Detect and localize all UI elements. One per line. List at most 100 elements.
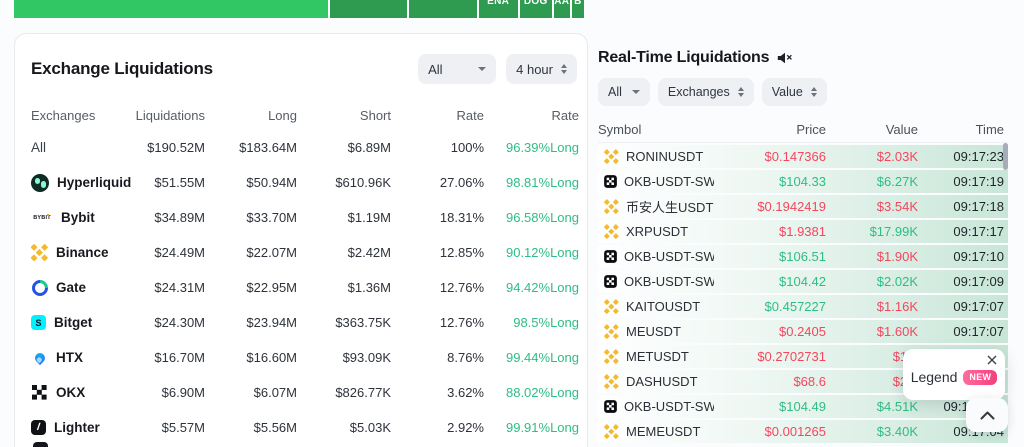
rate-value: 12.76%: [391, 280, 484, 295]
short-value: $2.42M: [297, 245, 391, 260]
gate-icon: [31, 279, 48, 296]
stepper-icon: [561, 64, 567, 74]
htx-icon: [31, 349, 48, 366]
liquidation-row[interactable]: XRPUSDT $1.9381 $17.99K 09:17:17: [598, 220, 1008, 243]
close-icon[interactable]: [986, 354, 998, 366]
liquidation-row[interactable]: OKB-USDT-SWAP $104.33 $6.27K 09:17:19: [598, 170, 1008, 193]
long-rate-value: 98.5%Long: [484, 315, 579, 330]
liquidation-row[interactable]: RONINUSDT $0.147366 $2.03K 09:17:23: [598, 145, 1008, 168]
interval-selector[interactable]: 4 hour: [506, 54, 577, 84]
rate-value: 3.62%: [391, 385, 484, 400]
okx-badge-icon: [604, 400, 617, 413]
sort-icon: [738, 87, 744, 97]
price-value: $0.2405: [714, 324, 826, 339]
time-value: 09:17:17: [918, 224, 1004, 239]
rate-value: 100%: [391, 140, 484, 155]
short-value: $1.36M: [297, 280, 391, 295]
long-value: $22.95M: [205, 280, 297, 295]
heatmap-segment[interactable]: B: [572, 0, 584, 18]
liquidation-row[interactable]: 币安人生USDT $0.1942419 $3.54K 09:17:18: [598, 195, 1008, 218]
time-value: 09:17:19: [918, 174, 1004, 189]
binance-icon: [604, 199, 618, 213]
short-value: $93.09K: [297, 350, 391, 365]
liquidations-value: $51.55M: [135, 175, 205, 190]
price-value: $0.2702731: [714, 349, 826, 364]
liquidations-value: $24.49M: [135, 245, 205, 260]
liquidation-value: $1.60K: [826, 324, 918, 339]
long-value: $16.60M: [205, 350, 297, 365]
scroll-to-top-button[interactable]: [966, 398, 1008, 432]
binance-icon: [31, 244, 48, 261]
new-badge: NEW: [963, 370, 997, 385]
liquidation-row[interactable]: MEUSDT $0.2405 $1.60K 09:17:07: [598, 320, 1008, 343]
long-rate-value: 94.42%Long: [484, 280, 579, 295]
okx-badge-icon: [604, 275, 617, 288]
long-rate-value: 99.44%Long: [484, 350, 579, 365]
symbol-label: OKB-USDT-SWAP: [624, 274, 714, 289]
heatmap-segment[interactable]: [14, 0, 328, 18]
rt-filter-dropdown[interactable]: All: [598, 78, 650, 106]
binance-icon: [604, 349, 618, 363]
heatmap-segment[interactable]: ENA: [479, 0, 518, 18]
legend-label[interactable]: Legend: [911, 369, 958, 385]
liquidation-row[interactable]: KAITOUSDT $0.457227 $1.16K 09:17:07: [598, 295, 1008, 318]
heatmap-segment[interactable]: DOG: [520, 0, 552, 18]
table-row[interactable]: Binance $24.49M $22.07M $2.42M 12.85% 90…: [31, 235, 577, 270]
exchange-liquidations-title: Exchange Liquidations: [31, 59, 213, 79]
short-value: $5.03K: [297, 420, 391, 435]
bitget-icon: [31, 315, 46, 330]
liquidation-value: $2.02K: [826, 274, 918, 289]
rate-value: 2.92%: [391, 420, 484, 435]
muted-speaker-icon[interactable]: [777, 51, 793, 65]
table-row[interactable]: HTX $16.70M $16.60M $93.09K 8.76% 99.44%…: [31, 340, 577, 375]
short-value: $363.75K: [297, 315, 391, 330]
table-row[interactable]: All $190.52M $183.64M $6.89M 100% 96.39%…: [31, 130, 577, 165]
heatmap-segment[interactable]: AA: [554, 0, 570, 18]
price-value: $104.33: [714, 174, 826, 189]
short-value: $610.96K: [297, 175, 391, 190]
heatmap-segment[interactable]: [409, 0, 477, 18]
lighter-icon: [31, 420, 46, 435]
rt-exchanges-sort[interactable]: Exchanges: [658, 78, 754, 106]
symbol-label: OKB-USDT-SWAP: [624, 174, 714, 189]
long-value: $6.07M: [205, 385, 297, 400]
long-value: $50.94M: [205, 175, 297, 190]
price-value: $0.1942419: [714, 199, 826, 214]
chevron-up-icon: [980, 411, 995, 420]
price-value: $0.457227: [714, 299, 826, 314]
binance-icon: [604, 299, 618, 313]
liquidation-row[interactable]: MEMEUSDT $0.001265 $3.40K 09:17:04: [598, 420, 1008, 443]
table-row[interactable]: Bybit $34.89M $33.70M $1.19M 18.31% 96.5…: [31, 200, 577, 235]
scrollbar-thumb[interactable]: [1003, 143, 1008, 170]
table-row[interactable]: OKX $6.90M $6.07M $826.77K 3.62% 88.02%L…: [31, 375, 577, 410]
price-value: $106.51: [714, 249, 826, 264]
long-rate-value: 88.02%Long: [484, 385, 579, 400]
binance-icon: [604, 224, 618, 238]
symbol-label: MEMEUSDT: [626, 424, 700, 439]
liquidations-value: $5.57M: [135, 420, 205, 435]
liquidation-row[interactable]: OKB-USDT-SWAP $106.51 $1.90K 09:17:10: [598, 245, 1008, 268]
table-row[interactable]: Lighter $5.57M $5.56M $5.03K 2.92% 99.91…: [31, 410, 577, 445]
exchange-name: All: [31, 140, 46, 155]
symbol-label: RONINUSDT: [626, 149, 703, 164]
exchange-name: Bybit: [61, 210, 95, 225]
long-value: $5.56M: [205, 420, 297, 435]
table-row[interactable]: Bitget $24.30M $23.94M $363.75K 12.76% 9…: [31, 305, 577, 340]
sort-icon: [811, 87, 817, 97]
long-value: $22.07M: [205, 245, 297, 260]
rt-value-sort[interactable]: Value: [762, 78, 827, 106]
liquidations-value: $16.70M: [135, 350, 205, 365]
price-value: $104.49: [714, 399, 826, 414]
time-value: 09:17:07: [918, 299, 1004, 314]
liquidation-row[interactable]: OKB-USDT-SWAP $104.42 $2.02K 09:17:09: [598, 270, 1008, 293]
time-value: 09:17:18: [918, 199, 1004, 214]
binance-icon: [604, 374, 618, 388]
market-filter-dropdown[interactable]: All: [418, 54, 496, 84]
liquidation-value: $1.90K: [826, 249, 918, 264]
liquidation-value: $3.40K: [826, 424, 918, 439]
heatmap-segment[interactable]: [330, 0, 407, 18]
table-row[interactable]: Gate $24.31M $22.95M $1.36M 12.76% 94.42…: [31, 270, 577, 305]
table-row[interactable]: Hyperliquid $51.55M $50.94M $610.96K 27.…: [31, 165, 577, 200]
liquidations-value: $34.89M: [135, 210, 205, 225]
long-value: $183.64M: [205, 140, 297, 155]
